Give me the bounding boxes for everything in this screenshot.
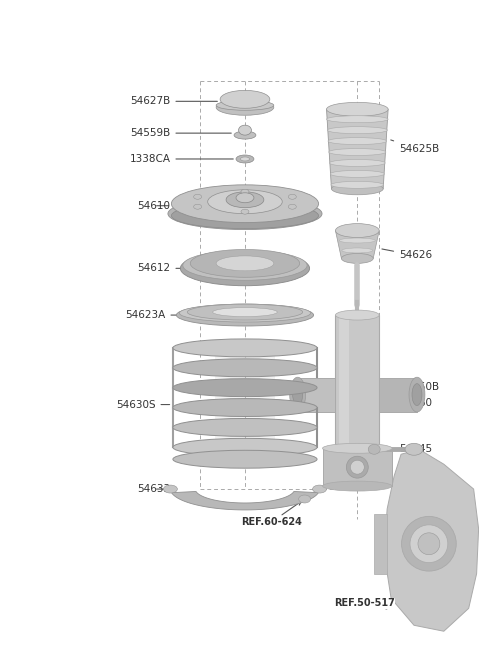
Ellipse shape xyxy=(173,399,317,417)
Polygon shape xyxy=(298,378,336,411)
Ellipse shape xyxy=(193,204,202,209)
Ellipse shape xyxy=(288,204,296,209)
Ellipse shape xyxy=(332,183,383,195)
Ellipse shape xyxy=(405,443,423,455)
Text: REF.60-624: REF.60-624 xyxy=(241,501,302,527)
Ellipse shape xyxy=(226,192,264,208)
Ellipse shape xyxy=(216,100,274,110)
Ellipse shape xyxy=(164,485,178,493)
Ellipse shape xyxy=(236,193,254,203)
Ellipse shape xyxy=(330,171,384,177)
Ellipse shape xyxy=(190,249,300,277)
Ellipse shape xyxy=(402,516,456,571)
Ellipse shape xyxy=(213,308,277,317)
Ellipse shape xyxy=(323,443,392,453)
Ellipse shape xyxy=(236,155,254,163)
Ellipse shape xyxy=(326,115,388,123)
Ellipse shape xyxy=(173,339,317,357)
Ellipse shape xyxy=(328,138,387,144)
Ellipse shape xyxy=(216,256,274,271)
Ellipse shape xyxy=(187,304,302,320)
Text: 54612: 54612 xyxy=(137,263,180,274)
Ellipse shape xyxy=(410,525,448,563)
Ellipse shape xyxy=(329,148,386,155)
Polygon shape xyxy=(379,378,417,411)
Polygon shape xyxy=(323,448,392,486)
Ellipse shape xyxy=(180,304,311,322)
Ellipse shape xyxy=(240,157,250,161)
Ellipse shape xyxy=(342,248,373,253)
Ellipse shape xyxy=(409,377,425,412)
Ellipse shape xyxy=(173,419,317,436)
Ellipse shape xyxy=(336,224,379,237)
Polygon shape xyxy=(384,449,479,631)
Ellipse shape xyxy=(193,194,202,199)
Ellipse shape xyxy=(176,304,313,326)
Text: 54650B: 54650B xyxy=(399,382,439,392)
Text: 54559B: 54559B xyxy=(130,128,231,138)
Ellipse shape xyxy=(288,194,296,199)
Ellipse shape xyxy=(290,377,306,412)
Ellipse shape xyxy=(171,185,319,222)
Polygon shape xyxy=(336,230,379,258)
Ellipse shape xyxy=(234,131,256,139)
Ellipse shape xyxy=(412,384,422,405)
Ellipse shape xyxy=(331,181,384,188)
Ellipse shape xyxy=(329,159,385,167)
Ellipse shape xyxy=(220,91,270,108)
Text: 54610: 54610 xyxy=(137,201,170,211)
Polygon shape xyxy=(374,514,387,573)
Ellipse shape xyxy=(173,438,317,457)
Ellipse shape xyxy=(241,209,249,214)
Text: 54633: 54633 xyxy=(137,484,170,494)
Ellipse shape xyxy=(183,251,307,280)
Ellipse shape xyxy=(323,481,392,491)
Text: REF.50-517: REF.50-517 xyxy=(334,598,395,609)
Ellipse shape xyxy=(339,238,375,243)
Ellipse shape xyxy=(341,253,373,263)
Text: 54630S: 54630S xyxy=(116,400,169,409)
Ellipse shape xyxy=(347,457,368,478)
Ellipse shape xyxy=(173,379,317,397)
Polygon shape xyxy=(336,315,379,489)
Ellipse shape xyxy=(312,485,326,493)
Ellipse shape xyxy=(368,444,380,454)
Ellipse shape xyxy=(239,125,252,135)
Ellipse shape xyxy=(327,127,387,134)
Polygon shape xyxy=(171,491,318,510)
Text: 54625B: 54625B xyxy=(391,140,439,154)
Text: 1338CA: 1338CA xyxy=(130,154,233,164)
Bar xyxy=(339,315,349,489)
Ellipse shape xyxy=(173,450,317,468)
Ellipse shape xyxy=(171,203,319,228)
Ellipse shape xyxy=(350,461,364,474)
Ellipse shape xyxy=(180,251,310,286)
Text: 54626: 54626 xyxy=(382,249,432,260)
Text: 54627B: 54627B xyxy=(130,96,217,106)
Ellipse shape xyxy=(241,190,249,194)
Text: 54623A: 54623A xyxy=(125,310,177,320)
Text: 54645: 54645 xyxy=(399,444,432,455)
Ellipse shape xyxy=(173,359,317,377)
Ellipse shape xyxy=(208,190,282,214)
Polygon shape xyxy=(326,110,388,189)
Ellipse shape xyxy=(168,197,322,230)
Text: 54660: 54660 xyxy=(399,398,432,407)
Bar xyxy=(215,355,275,464)
Ellipse shape xyxy=(216,99,274,115)
Ellipse shape xyxy=(418,533,440,555)
Ellipse shape xyxy=(299,495,311,503)
Ellipse shape xyxy=(326,102,388,116)
Ellipse shape xyxy=(293,384,302,405)
Ellipse shape xyxy=(336,310,379,320)
